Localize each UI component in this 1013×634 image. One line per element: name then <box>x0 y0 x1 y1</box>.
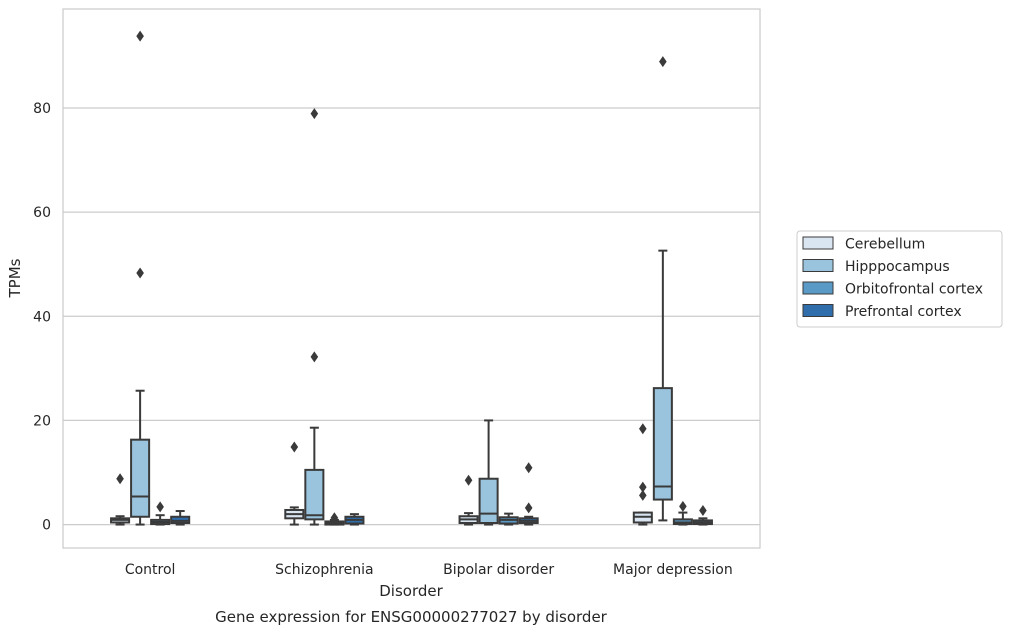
y-tick-labels: 0 20 40 60 80 <box>33 101 51 534</box>
box-orbitofrontal-cortex <box>150 501 171 526</box>
iqr-box <box>130 438 151 518</box>
box-groups <box>110 30 713 526</box>
legend-swatch <box>802 259 834 272</box>
x-axis-label: Disorder <box>379 582 443 600</box>
outlier-point <box>330 512 339 524</box>
outlier-point <box>464 474 473 486</box>
outlier-point <box>524 462 533 474</box>
legend-frame <box>796 230 1003 328</box>
legend-swatch <box>802 281 834 295</box>
box-cerebellum <box>110 473 131 526</box>
outlier-point <box>136 267 144 279</box>
outlier-point <box>639 489 647 501</box>
outlier-point <box>639 423 647 435</box>
box-orbitofrontal-cortex <box>672 500 693 526</box>
legend-item: Cerebellum <box>802 236 925 253</box>
y-tick-label: 0 <box>42 518 51 534</box>
iqr-box <box>652 387 673 501</box>
legend-label: Orbitofrontal cortex <box>845 282 983 298</box>
outlier-point <box>136 30 144 42</box>
outlier-point <box>310 351 319 363</box>
outlier-point <box>310 108 319 120</box>
iqr-box <box>478 477 499 525</box>
box-prefrontal-cortex <box>518 462 539 526</box>
box-hipppocampus <box>304 108 325 526</box>
legend-label: Cerebellum <box>845 237 925 253</box>
outlier-point <box>699 505 707 517</box>
outlier-point <box>524 502 533 514</box>
legend-swatch <box>802 236 834 250</box>
legend-item: Prefrontal cortex <box>802 304 962 320</box>
plot-area <box>63 9 760 548</box>
x-tick-labels: Control Schizophrenia Bipolar disorder Majo… <box>125 562 733 578</box>
box-hipppocampus <box>130 30 151 526</box>
legend-item: Hipppocampus <box>802 259 950 275</box>
outlier-point <box>659 56 667 68</box>
y-tick-label: 40 <box>33 309 51 325</box>
x-tick-label: Schizophrenia <box>275 562 373 578</box>
box-prefrontal-cortex <box>170 510 191 526</box>
box-orbitofrontal-cortex <box>498 512 519 526</box>
box-prefrontal-cortex <box>692 505 713 526</box>
legend-label: Prefrontal cortex <box>845 304 962 320</box>
outlier-point <box>639 481 647 493</box>
chart-caption: Gene expression for ENSG00000277027 by d… <box>215 608 608 626</box>
x-tick-label: Bipolar disorder <box>443 562 554 578</box>
box-hipppocampus <box>652 56 673 522</box>
plot-frame <box>62 8 761 549</box>
y-tick-label: 20 <box>33 413 51 429</box>
x-tick-label: Control <box>125 562 176 578</box>
legend-swatch <box>802 304 834 317</box>
y-axis-label: TPMs <box>6 258 24 298</box>
x-tick-label: Major depression <box>613 562 733 578</box>
outlier-point <box>156 501 164 513</box>
y-tick-label: 80 <box>33 101 51 117</box>
box-hipppocampus <box>478 419 499 526</box>
y-tick-label: 60 <box>33 205 51 221</box>
box-cerebellum <box>458 474 479 526</box>
box-prefrontal-cortex <box>344 513 365 526</box>
outlier-point <box>290 441 299 453</box>
iqr-box <box>170 515 191 525</box>
outlier-point <box>679 500 687 512</box>
box-cerebellum <box>284 441 305 526</box>
box-cerebellum <box>632 423 653 526</box>
box-orbitofrontal-cortex <box>324 512 345 526</box>
outlier-point <box>116 473 124 485</box>
iqr-box <box>304 468 325 521</box>
legend-item: Orbitofrontal cortex <box>802 281 983 298</box>
legend: Cerebellum Hipppocampus Orbitofrontal cort… <box>796 230 1003 328</box>
legend-label: Hipppocampus <box>845 259 950 275</box>
